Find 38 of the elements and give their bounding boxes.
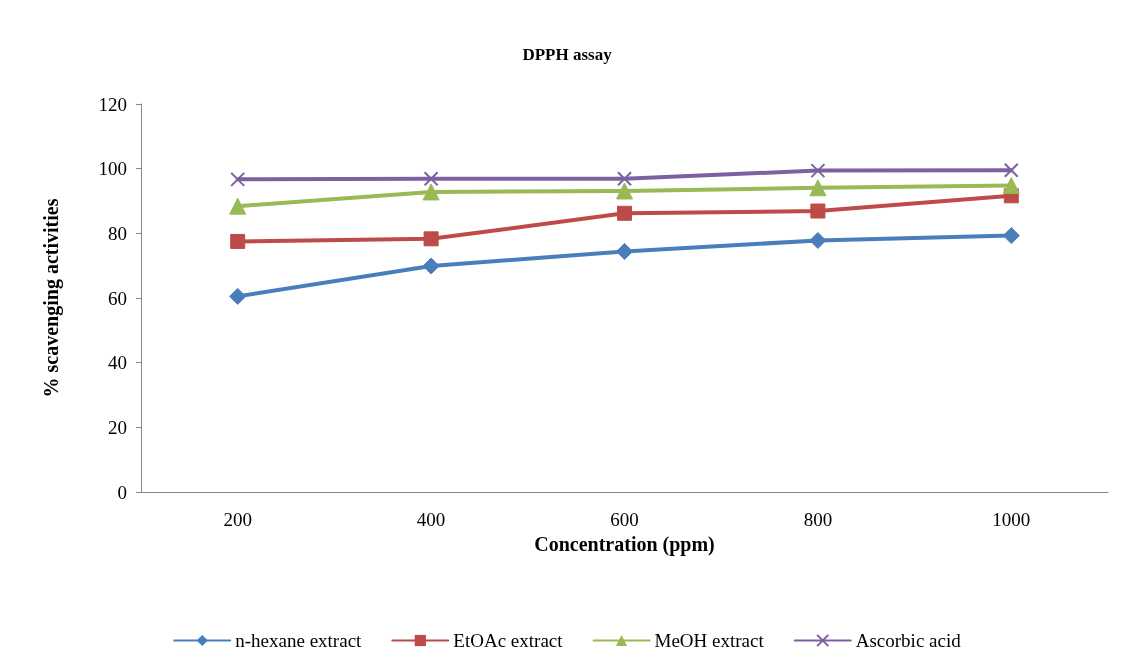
legend-label: n-hexane extract bbox=[235, 630, 363, 651]
point bbox=[809, 231, 827, 249]
point bbox=[616, 242, 633, 260]
point bbox=[230, 171, 246, 187]
y-axis-title: % scavenging activities bbox=[40, 198, 63, 398]
point bbox=[423, 171, 439, 187]
y-tick-label: 80 bbox=[108, 222, 127, 244]
y-tick-label: 60 bbox=[108, 287, 127, 309]
point bbox=[617, 205, 632, 221]
legend-label: EtOAc extract bbox=[453, 630, 564, 651]
x-tick-label: 1000 bbox=[992, 509, 1031, 530]
x-tick-label: 800 bbox=[803, 509, 833, 530]
x-axis-title: Concentration (ppm) bbox=[534, 533, 715, 556]
y-tick-label: 0 bbox=[117, 481, 127, 503]
point bbox=[422, 183, 440, 201]
legend-label: Ascorbic acid bbox=[855, 630, 962, 651]
y-tick-label: 40 bbox=[108, 352, 127, 374]
point bbox=[616, 182, 633, 200]
point bbox=[230, 233, 246, 249]
point bbox=[809, 179, 827, 197]
point bbox=[422, 257, 440, 275]
x-tick-label: 600 bbox=[610, 509, 639, 530]
point bbox=[423, 231, 439, 247]
point bbox=[810, 203, 826, 219]
x-tick-label: 200 bbox=[223, 509, 252, 530]
y-tick-label: 20 bbox=[108, 416, 127, 438]
point bbox=[810, 163, 826, 179]
point bbox=[1002, 227, 1020, 245]
point bbox=[229, 287, 247, 305]
point bbox=[1003, 162, 1019, 178]
point bbox=[617, 171, 632, 187]
point bbox=[229, 197, 247, 215]
chart-title: DPPH assay bbox=[522, 45, 613, 64]
x-tick-label: 400 bbox=[416, 509, 446, 530]
y-tick-label: 100 bbox=[98, 158, 127, 180]
legend-label: MeOH extract bbox=[654, 630, 765, 651]
point bbox=[1002, 176, 1020, 194]
y-tick-label: 120 bbox=[98, 93, 127, 115]
